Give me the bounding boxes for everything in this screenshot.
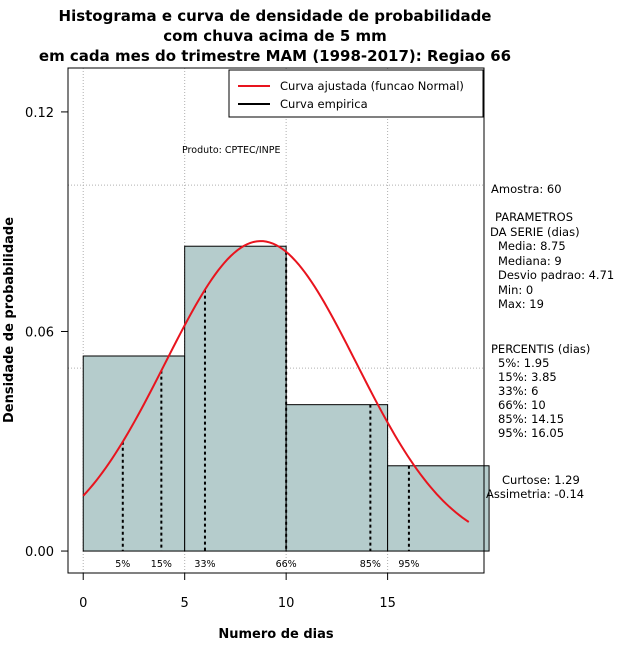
legend-label-fitted-curve: Curva ajustada (funcao Normal): [280, 79, 464, 93]
percentile-85: 85%: 14.15: [498, 412, 564, 426]
percentile-5: 5%: 1.95: [498, 356, 549, 370]
product-annotation: Produto: CPTEC/INPE: [182, 145, 281, 156]
param-mean: Media: 8.75: [498, 239, 566, 253]
percentile-33: 33%: 6: [498, 384, 538, 398]
x-tick-label: 0: [79, 596, 87, 611]
param-median: Mediana: 9: [498, 254, 562, 268]
percentile-label: 66%: [276, 559, 297, 570]
y-axis-label: Densidade de probabilidade: [2, 217, 17, 423]
histogram-bar: [387, 465, 490, 552]
histogram-bar: [285, 404, 389, 552]
legend: Curva ajustada (funcao Normal) Curva emp…: [228, 69, 484, 118]
x-tick-label: 5: [181, 596, 189, 611]
percentile-95: 95%: 16.05: [498, 426, 564, 440]
percentile-66: 66%: 10: [498, 398, 546, 412]
percentile-15: 15%: 3.85: [498, 370, 557, 384]
percentile-label: 15%: [151, 559, 172, 570]
normal-curve: [82, 240, 470, 523]
stats-panel: Amostra: 60 PARAMETROS DA SERIE (dias) M…: [486, 182, 614, 501]
x-axis-label: Numero de dias: [218, 627, 334, 642]
sample-size: Amostra: 60: [491, 182, 562, 196]
params-heading: PARAMETROS: [495, 210, 573, 224]
percentiles-heading: PERCENTIS (dias): [491, 342, 590, 356]
chart-title-line-1: Histograma e curva de densidade de proba…: [59, 7, 492, 25]
param-std-dev: Desvio padrao: 4.71: [498, 268, 614, 282]
percentile-label: 5%: [115, 559, 130, 570]
param-min: Min: 0: [498, 283, 533, 297]
percentile-label: 95%: [398, 559, 419, 570]
y-tick-label: 0.12: [25, 106, 54, 121]
percentile-label: 85%: [360, 559, 381, 570]
chart-title-line-2: com chuva acima de 5 mm: [163, 27, 387, 45]
param-max: Max: 19: [498, 297, 544, 311]
x-tick-label: 10: [278, 596, 295, 611]
axes: 0 5 10 15 0.00 0.06 0.12: [25, 106, 396, 611]
percentile-label: 33%: [194, 559, 215, 570]
y-tick-label: 0.00: [25, 545, 54, 560]
chart-title-line-3: em cada mes do trimestre MAM (1998-2017)…: [39, 47, 511, 65]
histogram-bar: [184, 245, 287, 552]
legend-box: [228, 69, 484, 118]
legend-label-empirical-curve: Curva empirica: [280, 97, 368, 111]
x-tick-label: 15: [379, 596, 396, 611]
params-subheading: DA SERIE (dias): [490, 225, 580, 239]
percentile-lines: 5% 15% 33% 66% 85% 95%: [115, 251, 419, 570]
kurtosis: Curtose: 1.29: [502, 473, 580, 487]
y-tick-label: 0.06: [25, 325, 54, 340]
normal-curve-layer: [82, 240, 470, 523]
histogram-bar: [82, 355, 186, 552]
skewness: Assimetria: -0.14: [486, 487, 584, 501]
